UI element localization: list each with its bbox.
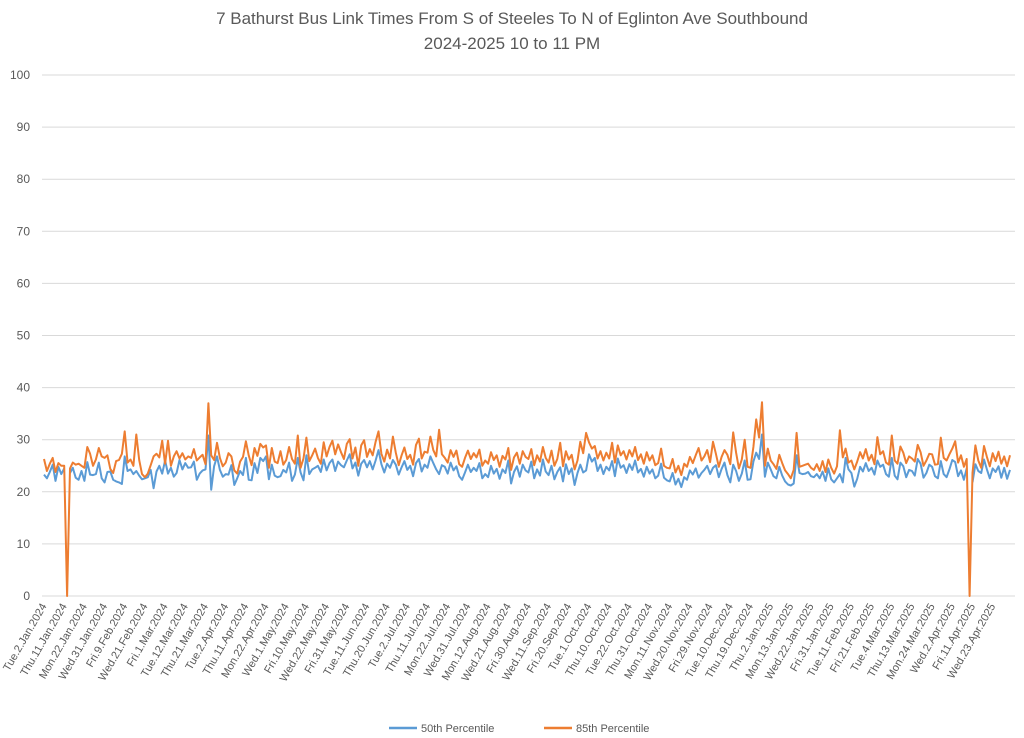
series-line — [69, 433, 968, 491]
legend-label-85th: 85th Percentile — [576, 723, 649, 735]
gridlines — [42, 74, 1015, 597]
y-tick-label: 40 — [17, 381, 31, 395]
y-tick-label: 70 — [17, 224, 31, 238]
chart-title: 7 Bathurst Bus Link Times From S of Stee… — [216, 9, 808, 28]
chart-subtitle: 2024-2025 10 to 11 PM — [424, 34, 600, 53]
y-tick-label: 80 — [17, 172, 31, 186]
legend: 50th Percentile 85th Percentile — [389, 723, 649, 735]
series-85th-percentile — [43, 401, 1011, 597]
series-line — [43, 463, 66, 482]
y-tick-label: 100 — [10, 68, 30, 82]
series-line — [43, 401, 1011, 597]
y-tick-label: 20 — [17, 485, 31, 499]
series-line — [971, 458, 1011, 483]
plot-area — [43, 401, 1011, 597]
series-50th-percentile — [43, 433, 1011, 491]
y-tick-label: 0 — [23, 589, 30, 603]
y-axis: 0 10 20 30 40 50 60 70 80 90 100 — [10, 68, 30, 603]
y-tick-label: 90 — [17, 120, 31, 134]
y-tick-label: 60 — [17, 276, 31, 290]
y-tick-label: 10 — [17, 537, 31, 551]
y-tick-label: 30 — [17, 433, 31, 447]
y-tick-label: 50 — [17, 329, 31, 343]
legend-label-50th: 50th Percentile — [421, 723, 494, 735]
x-axis: Tue.2.Jan.2024Thu.11.Jan.2024Mon.22.Jan.… — [1, 602, 998, 684]
